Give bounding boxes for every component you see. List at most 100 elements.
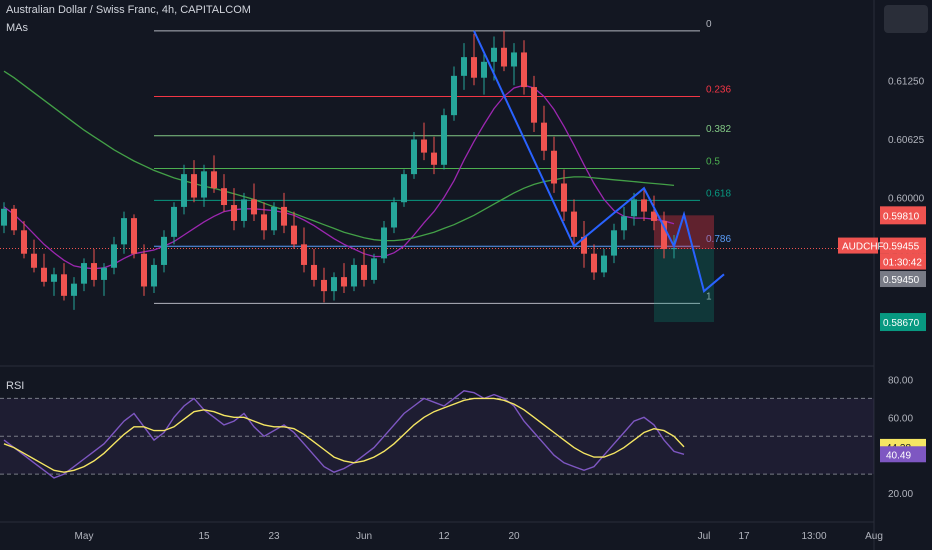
grid xyxy=(0,0,875,550)
candle-body xyxy=(551,150,557,184)
candle-body xyxy=(281,206,287,226)
candle-body xyxy=(111,244,117,268)
fib-level-label: 0.618 xyxy=(706,188,731,199)
candle-body xyxy=(311,264,317,280)
price-tag-box xyxy=(880,313,926,332)
symbol-tag-box xyxy=(838,237,878,254)
time-tick-label: 15 xyxy=(198,531,210,542)
candle-body xyxy=(361,264,367,280)
candle-body xyxy=(431,152,437,165)
price-tick-label: 0.60000 xyxy=(888,194,925,205)
candle-body xyxy=(471,57,477,78)
candle-body xyxy=(411,139,417,175)
candle-body xyxy=(481,61,487,78)
price-tag-box xyxy=(880,237,926,254)
candle-body xyxy=(81,263,87,284)
candle-body xyxy=(661,220,667,250)
candle-body xyxy=(31,253,37,268)
indicator-label[interactable]: MAs xyxy=(6,22,28,34)
rsi-label[interactable]: RSI xyxy=(6,380,25,392)
candle-body xyxy=(581,236,587,254)
candle-body xyxy=(141,253,147,287)
time-tick-label: May xyxy=(75,531,94,542)
candle-body xyxy=(461,57,467,76)
candle-body xyxy=(331,277,337,292)
candle-body xyxy=(261,214,267,231)
price-tag-box xyxy=(880,253,926,270)
price-tick-label: 0.61250 xyxy=(888,77,925,88)
price-tag-value: 0.59455 xyxy=(883,242,920,253)
time-tick-label: 23 xyxy=(268,531,280,542)
moving-average-line xyxy=(3,70,675,242)
candle-body xyxy=(501,47,507,67)
candle-body xyxy=(631,199,637,217)
candle-body xyxy=(61,274,67,296)
candle-body xyxy=(241,199,247,221)
chart-title: Australian Dollar / Swiss Franc, 4h, CAP… xyxy=(6,4,251,16)
fib-level-label: 0.5 xyxy=(706,157,720,168)
candle-body xyxy=(171,206,177,237)
time-tick-label: Jun xyxy=(356,531,372,542)
candle-body xyxy=(191,174,197,198)
rsi-series-line xyxy=(3,390,685,479)
fib-level-label: 0.382 xyxy=(706,124,731,135)
candle-body xyxy=(531,87,537,123)
candle-body xyxy=(231,205,237,221)
candle-body xyxy=(371,258,377,280)
candle-body xyxy=(1,208,7,226)
price-tag-value: 0.59810 xyxy=(883,211,920,222)
rsi-line-value: 40.49 xyxy=(886,450,911,461)
take-profit-zone[interactable] xyxy=(654,249,714,323)
symbol-tag-label: AUDCHF xyxy=(842,242,884,253)
fib-level-label: 0 xyxy=(706,19,712,30)
candle-body xyxy=(21,230,27,254)
rsi-series-line xyxy=(3,397,685,473)
candle-body xyxy=(221,188,227,206)
candle-body xyxy=(521,52,527,88)
candle-body xyxy=(271,206,277,231)
fib-level-label: 0.236 xyxy=(706,84,731,95)
price-tag-box xyxy=(880,271,926,288)
candle-body xyxy=(201,171,207,198)
candle-body xyxy=(181,174,187,207)
candle-body xyxy=(71,283,77,296)
candle-body xyxy=(211,171,217,189)
candle-body xyxy=(41,267,47,282)
candle-body xyxy=(121,218,127,245)
candle-body xyxy=(251,199,257,215)
candle-body xyxy=(91,263,97,280)
fib-level-label: 1 xyxy=(706,291,712,302)
rsi-pane xyxy=(0,390,874,479)
candle-body xyxy=(641,199,647,212)
time-axis[interactable]: May 15 23 Jun 12 20 Jul 17 13:00 Aug xyxy=(75,531,883,542)
candle-body xyxy=(161,236,167,265)
candle-body xyxy=(321,279,327,292)
candle-body xyxy=(561,183,567,212)
rsi-line-tag-box xyxy=(880,446,926,463)
price-tag-value: 0.59450 xyxy=(883,275,920,286)
candle-body xyxy=(491,47,497,62)
time-tick-label: 13:00 xyxy=(801,531,826,542)
candle-body xyxy=(131,218,137,254)
fibonacci-retracement[interactable]: 0 0.236 0.382 0.5 0.618 0.786 1 xyxy=(154,19,731,304)
chart-settings-button[interactable] xyxy=(884,5,928,33)
candle-body xyxy=(51,274,57,282)
candle-body xyxy=(291,225,297,245)
candle-body xyxy=(511,52,517,67)
candle-body xyxy=(101,267,107,280)
projection-path[interactable] xyxy=(473,30,725,293)
price-tag-value: 01:30:42 xyxy=(883,258,922,269)
candle-body xyxy=(651,211,657,221)
candles xyxy=(1,30,677,310)
candle-body xyxy=(621,216,627,231)
candle-body xyxy=(541,122,547,151)
time-tick-label: 17 xyxy=(738,531,750,542)
candle-body xyxy=(391,202,397,228)
price-tick-label: 0.60625 xyxy=(888,135,925,146)
projection-line[interactable] xyxy=(473,30,725,293)
candle-body xyxy=(341,277,347,287)
price-tag-box xyxy=(880,206,926,225)
candle-body xyxy=(151,264,157,287)
